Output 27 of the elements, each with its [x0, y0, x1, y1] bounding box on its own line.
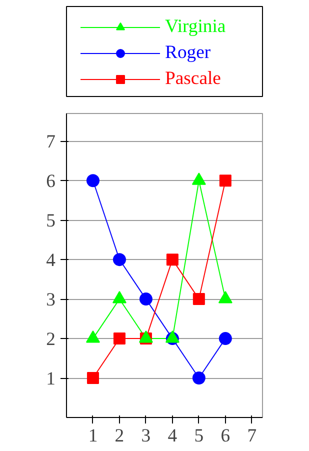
x-tick-label: 2	[114, 426, 124, 446]
x-tick-label: 5	[194, 426, 204, 446]
point	[86, 174, 100, 188]
x-tick-label: 6	[220, 426, 230, 446]
y-tick-label: 2	[46, 329, 56, 350]
point	[192, 293, 205, 306]
y-tick-label: 5	[46, 210, 56, 232]
legend-label: Roger	[165, 42, 211, 64]
y-tick-label: 3	[46, 290, 56, 311]
point	[218, 332, 232, 346]
legend-label: Virginia	[165, 16, 226, 38]
point	[112, 253, 126, 266]
point	[166, 254, 178, 266]
legend-label: Pascale	[165, 68, 221, 90]
y-tick-label: 6	[46, 171, 56, 192]
y-tick-label: 4	[46, 250, 56, 272]
y-tick-label: 7	[46, 132, 56, 153]
point	[86, 372, 99, 384]
x-tick-label: 4	[168, 426, 178, 446]
point	[192, 372, 206, 385]
x-tick-label: 1	[88, 426, 98, 446]
point	[219, 174, 232, 187]
point	[113, 332, 126, 345]
x-tick-label: 3	[141, 426, 151, 446]
x-tick-label: 7	[247, 426, 257, 446]
point	[139, 292, 152, 306]
y-tick-label: 1	[46, 368, 56, 390]
